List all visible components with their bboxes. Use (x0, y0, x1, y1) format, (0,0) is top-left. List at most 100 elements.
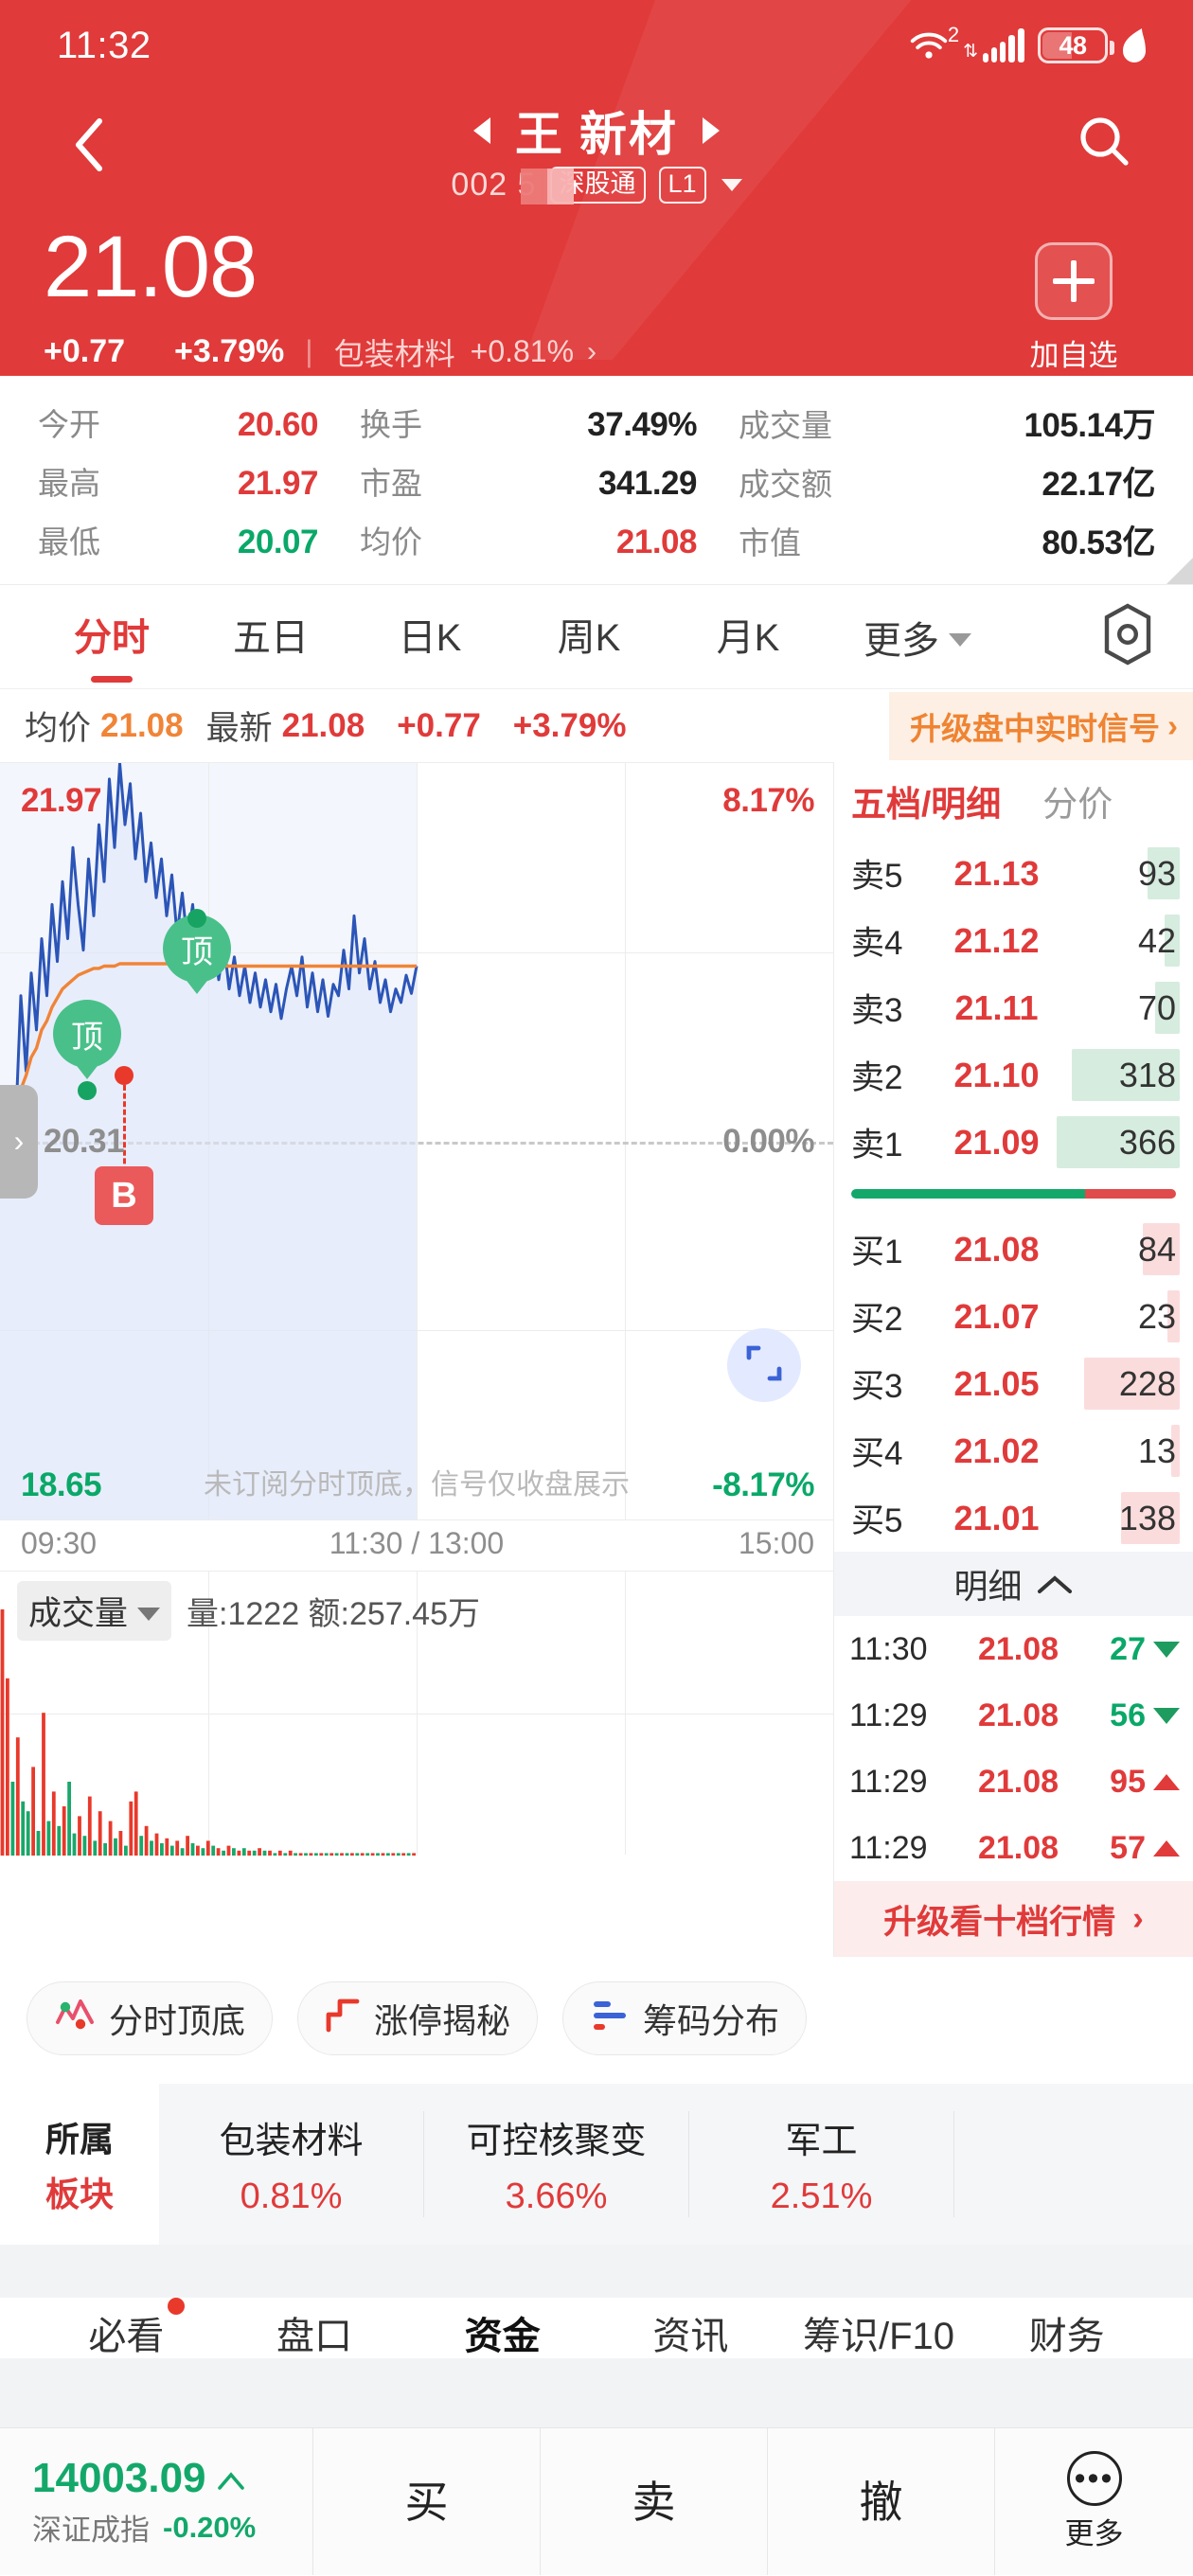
tab-month-k[interactable]: 月K (716, 616, 780, 659)
chart-mid-label: 20.31 (44, 1122, 125, 1160)
add-watchlist-button[interactable]: 加自选 (998, 222, 1149, 374)
buy-order-row[interactable]: 买1 21.08 84 (834, 1216, 1193, 1283)
section-gap (0, 2245, 1193, 2298)
fullscreen-button[interactable] (727, 1328, 801, 1402)
sector-name: 军工 (785, 2122, 858, 2161)
tab-week-k[interactable]: 周K (557, 616, 621, 659)
sector-name: 包装材料 (219, 2122, 364, 2161)
chip-chip-distribution[interactable]: 筹码分布 (562, 1981, 808, 2055)
order-price: 21.10 (953, 1055, 1040, 1094)
order-price: 21.11 (954, 987, 1039, 1027)
index-summary[interactable]: 14003.09 深证成指 -0.20% (0, 2455, 312, 2549)
change-percent: +3.79% (174, 333, 285, 370)
buy-button[interactable]: 买 (312, 2428, 540, 2575)
sell-button[interactable]: 卖 (540, 2428, 767, 2575)
sector-link-name[interactable]: 包装材料 (333, 336, 455, 371)
more-button[interactable]: ••• 更多 (994, 2428, 1193, 2575)
chevron-right-icon[interactable]: › (587, 335, 597, 367)
tag-level: L1 (658, 167, 706, 204)
upgrade-ten-levels-label: 升级看十档行情 (883, 1903, 1116, 1941)
sector-item[interactable]: 包装材料 0.81% (159, 2111, 424, 2217)
content-tab-order-flow[interactable]: 盘口 (276, 2316, 352, 2357)
top-marker-2: 顶 (163, 909, 231, 994)
order-level-label: 卖1 (851, 1127, 903, 1164)
order-volume: 42 (1137, 920, 1176, 960)
prev-stock-arrow-icon[interactable] (473, 117, 491, 144)
content-tab-f10[interactable]: 筹识/F10 (803, 2316, 955, 2357)
trade-tick-row: 11:29 21.08 95 (834, 1749, 1193, 1815)
upgrade-signal-banner[interactable]: 升级盘中实时信号 › (889, 691, 1193, 760)
volume-bar (1167, 1290, 1180, 1342)
buy-order-row[interactable]: 买5 21.01 138 (834, 1484, 1193, 1552)
volume-bar (1155, 982, 1180, 1034)
volume-bar (1083, 1358, 1180, 1410)
sell-order-row[interactable]: 卖3 21.11 70 (834, 974, 1193, 1041)
order-level-label: 卖3 (851, 992, 903, 1029)
sector-label-b: 板块 (45, 2175, 114, 2213)
volume-bars (0, 1609, 416, 1856)
stat-key: 最高 (38, 466, 100, 501)
buy-order-row[interactable]: 买3 21.05 228 (834, 1350, 1193, 1417)
search-icon (1077, 114, 1131, 173)
order-level-label: 买5 (851, 1502, 903, 1539)
volume-indicator-selector[interactable]: 成交量 (17, 1581, 172, 1641)
limit-up-icon (325, 1996, 361, 2042)
sell-order-row[interactable]: 卖1 21.09 366 (834, 1109, 1193, 1176)
cancel-order-button[interactable]: 撤 (767, 2428, 994, 2575)
tick-time: 11:29 (849, 1829, 928, 1866)
stat-key: 市盈 (360, 466, 422, 501)
chevron-down-icon[interactable] (721, 179, 742, 191)
triangle-down-icon (1153, 1641, 1180, 1658)
sector-list: 包装材料 0.81% 可控核聚变 3.66% 军工 2.51% (159, 2084, 1193, 2245)
tick-volume: 27 (1068, 1631, 1180, 1668)
chip-limit-up[interactable]: 涨停揭秘 (297, 1981, 539, 2055)
tick-price: 21.08 (977, 1630, 1059, 1667)
chip-fenshi-topbottom[interactable]: 分时顶底 (27, 1981, 274, 2055)
content-tab-news[interactable]: 资讯 (652, 2316, 729, 2357)
detail-section-header[interactable]: 明细 (834, 1552, 1193, 1616)
tab-more[interactable]: 更多 (828, 610, 1007, 665)
tab-five-levels[interactable]: 五档/明细 (851, 785, 1002, 824)
sell-order-row[interactable]: 卖5 21.13 93 (834, 840, 1193, 907)
back-button[interactable] (44, 97, 134, 177)
content-tab-must-read[interactable]: 必看 (32, 2298, 221, 2358)
buy-order-row[interactable]: 买2 21.07 23 (834, 1283, 1193, 1350)
volume-bar (1143, 1223, 1180, 1275)
order-price: 21.05 (953, 1363, 1040, 1403)
content-tab-financials[interactable]: 财务 (1028, 2316, 1105, 2357)
order-level-label: 买3 (851, 1368, 903, 1405)
tab-price-distribution[interactable]: 分价 (1042, 785, 1113, 824)
chart-settings-button[interactable] (1091, 600, 1165, 674)
tick-time: 11:30 (849, 1630, 928, 1667)
order-book-tabs: 五档/明细 分价 (834, 762, 1193, 840)
tab-day-k[interactable]: 日K (398, 616, 462, 659)
ratio-red-segment (1084, 1189, 1176, 1199)
content-tab-funds[interactable]: 资金 (464, 2316, 541, 2357)
sell-order-row[interactable]: 卖4 21.12 42 (834, 907, 1193, 974)
last-label: 最新 (205, 710, 273, 747)
index-pct: -0.20% (163, 2510, 257, 2544)
stats-row: 最高 21.97 市盈 341.29 成交额 22.17亿 (0, 452, 1193, 510)
tab-fenshi[interactable]: 分时 (32, 607, 191, 667)
search-button[interactable] (1059, 97, 1149, 173)
stat-value: 20.60 (237, 406, 319, 443)
volume-chart[interactable]: 成交量 量:1222 额:257.45万 (0, 1571, 833, 1856)
next-stock-arrow-icon[interactable] (702, 117, 720, 144)
tab-five-day[interactable]: 五日 (233, 616, 309, 659)
info-change-pct: +3.79% (512, 706, 627, 744)
minute-chart[interactable]: 顶 顶 B 21.97 8.17% 20.31 0.00% (0, 762, 833, 1520)
sector-pct: 3.66% (505, 2176, 608, 2216)
sell-order-row[interactable]: 卖2 21.10 318 (834, 1041, 1193, 1109)
sector-item[interactable]: 可控核聚变 3.66% (424, 2111, 689, 2217)
tick-price: 21.08 (977, 1697, 1059, 1733)
chip-label: 分时顶底 (109, 2001, 246, 2040)
trade-ticks-list: 11:30 21.08 27 11:29 21.08 56 11:29 21.08 95 11:2… (834, 1616, 1193, 1881)
stock-code: 002 5 (451, 167, 575, 204)
sector-item[interactable]: 军工 2.51% (689, 2111, 954, 2217)
chart-high-pct: 8.17% (722, 782, 814, 819)
drag-handle-icon[interactable]: › (0, 1084, 38, 1199)
expand-corner-icon[interactable] (1166, 558, 1193, 584)
upgrade-ten-levels-banner[interactable]: 升级看十档行情 › (834, 1881, 1193, 1957)
buy-order-row[interactable]: 买4 21.02 13 (834, 1417, 1193, 1484)
